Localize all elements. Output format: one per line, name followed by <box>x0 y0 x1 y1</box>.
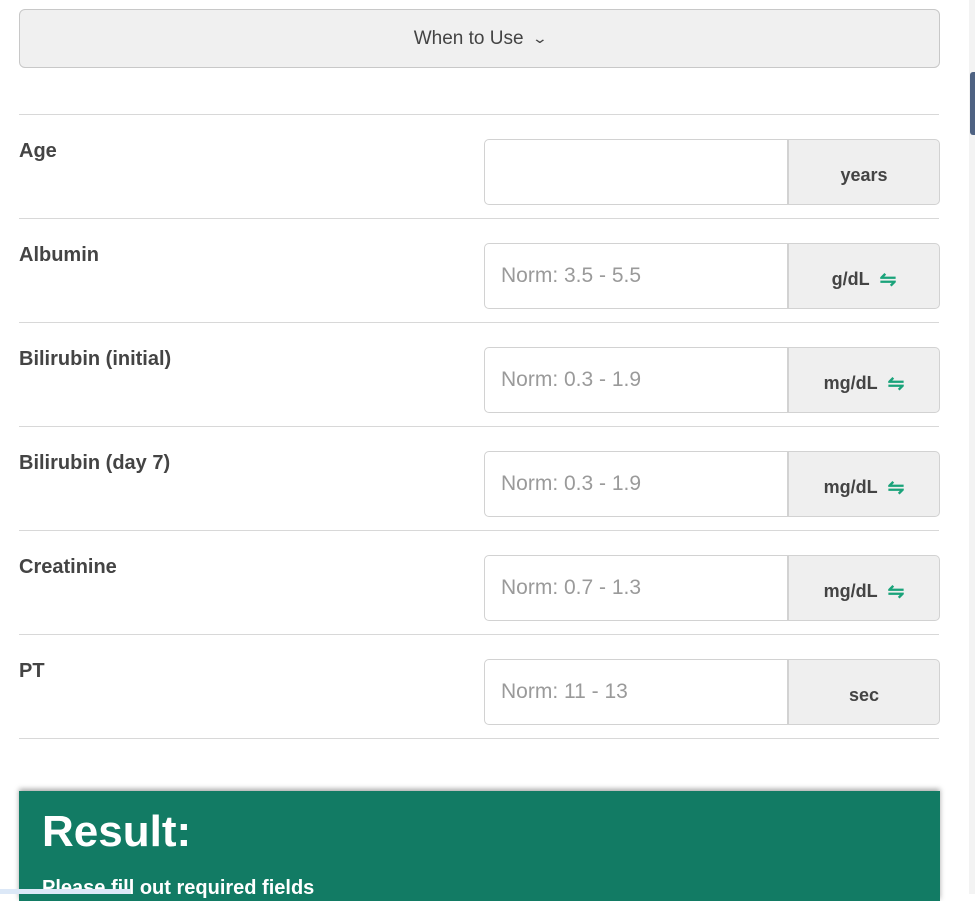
taskbar-strip <box>0 889 130 894</box>
age-input[interactable] <box>485 140 787 204</box>
unit-label: mg/dL <box>823 580 878 601</box>
scrollbar-track[interactable] <box>969 0 975 894</box>
creatinine-input-box[interactable]: Norm: 0.7 - 1.3 <box>484 555 788 621</box>
field-label: PT <box>19 660 45 682</box>
unit-label: years <box>840 164 888 185</box>
swap-units-icon[interactable]: ⇋ <box>887 476 905 499</box>
divider <box>19 738 939 739</box>
albumin-input-box[interactable]: Norm: 3.5 - 5.5 <box>484 243 788 309</box>
unit-toggle[interactable]: mg/dL ⇋ <box>788 347 940 413</box>
field-row-age: Age years <box>19 114 940 218</box>
pt-input-box[interactable]: Norm: 11 - 13 <box>484 659 788 725</box>
when-to-use-label: When to Use <box>413 27 524 49</box>
creatinine-input[interactable] <box>485 556 787 620</box>
field-row-creatinine: Creatinine Norm: 0.7 - 1.3 mg/dL ⇋ <box>19 530 940 634</box>
field-label: Bilirubin (day 7) <box>19 452 171 474</box>
age-input-box[interactable] <box>484 139 788 205</box>
swap-units-icon[interactable]: ⇋ <box>879 268 897 291</box>
field-label: Bilirubin (initial) <box>19 348 172 370</box>
albumin-input[interactable] <box>485 244 787 308</box>
divider <box>19 530 939 531</box>
scrollbar-thumb[interactable] <box>970 72 975 135</box>
field-row-albumin: Albumin Norm: 3.5 - 5.5 g/dL ⇋ <box>19 218 940 322</box>
unit-toggle[interactable]: mg/dL ⇋ <box>788 555 940 621</box>
divider <box>19 218 939 219</box>
swap-units-icon[interactable]: ⇋ <box>887 372 905 395</box>
divider <box>19 426 939 427</box>
unit-toggle[interactable]: mg/dL ⇋ <box>788 451 940 517</box>
bilirubin-day-7-input-box[interactable]: Norm: 0.3 - 1.9 <box>484 451 788 517</box>
unit-label: sec <box>848 684 880 705</box>
divider <box>19 114 939 115</box>
bilirubin-day-7-input[interactable] <box>485 452 787 516</box>
field-label: Albumin <box>19 244 99 266</box>
bilirubin-initial-input[interactable] <box>485 348 787 412</box>
when-to-use-button[interactable]: When to Use ⌄ <box>19 9 940 68</box>
field-row-pt: PT Norm: 11 - 13 sec <box>19 634 940 738</box>
field-row-bilirubin-initial: Bilirubin (initial) Norm: 0.3 - 1.9 mg/d… <box>19 322 940 426</box>
chevron-down-icon: ⌄ <box>531 30 548 46</box>
result-title: Result: <box>42 807 192 856</box>
unit-label-box: years <box>788 139 940 205</box>
field-label: Creatinine <box>19 556 117 578</box>
bilirubin-initial-input-box[interactable]: Norm: 0.3 - 1.9 <box>484 347 788 413</box>
pt-input[interactable] <box>485 660 787 724</box>
divider <box>19 634 939 635</box>
swap-units-icon[interactable]: ⇋ <box>887 580 905 603</box>
unit-label: mg/dL <box>823 372 878 393</box>
unit-toggle[interactable]: g/dL ⇋ <box>788 243 940 309</box>
unit-label: mg/dL <box>823 476 878 497</box>
unit-label-box: sec <box>788 659 940 725</box>
field-label: Age <box>19 140 57 162</box>
divider <box>19 322 939 323</box>
unit-label: g/dL <box>831 268 870 289</box>
result-panel: Result: Please fill out required fields <box>19 791 940 901</box>
field-row-bilirubin-day-7: Bilirubin (day 7) Norm: 0.3 - 1.9 mg/dL … <box>19 426 940 530</box>
